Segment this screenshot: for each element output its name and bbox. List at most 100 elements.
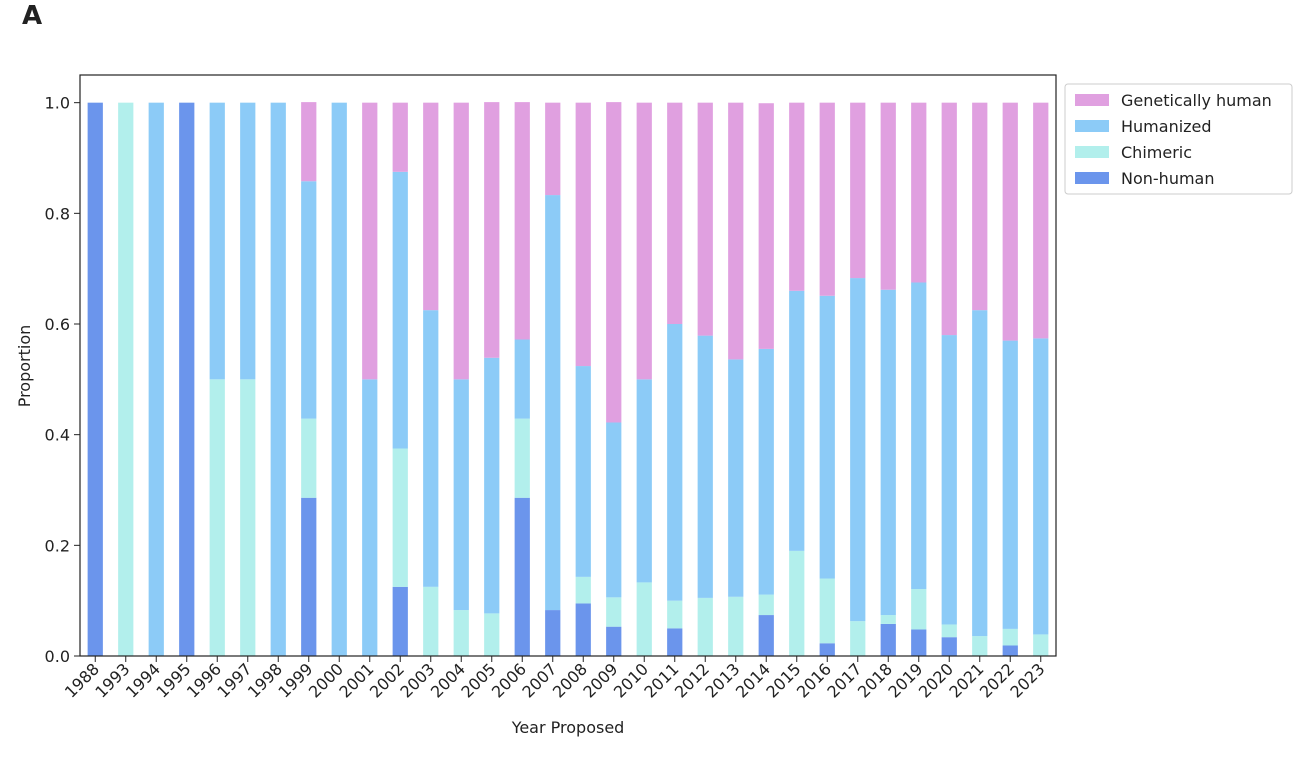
bar-segment [87, 102, 103, 656]
x-tick-label: 1996 [183, 659, 225, 701]
bar-segment [209, 102, 225, 380]
bar-segment [636, 379, 652, 583]
bar-segment [789, 290, 805, 551]
legend-swatch [1075, 172, 1109, 184]
y-tick-label: 0.2 [45, 536, 70, 555]
bar-segment [301, 181, 317, 419]
legend-swatch [1075, 146, 1109, 158]
bar-segment [423, 102, 439, 311]
bar-segment [545, 102, 561, 196]
bar-segment [728, 102, 744, 360]
bar-segment [240, 379, 256, 656]
x-axis-label: Year Proposed [511, 718, 625, 737]
bar-segment [423, 586, 439, 656]
y-axis-label: Proportion [15, 325, 34, 408]
bar-segment [1002, 628, 1018, 646]
x-tick-label: 1993 [91, 659, 133, 701]
x-tick-label: 2011 [640, 659, 682, 701]
x-tick-label: 1999 [274, 659, 316, 701]
bar-segment [911, 282, 927, 590]
bar-segment [819, 578, 835, 644]
bar-segment [514, 418, 530, 498]
bar-segment [606, 102, 622, 423]
bar-segment [1033, 102, 1049, 339]
bar-segment [362, 379, 378, 656]
x-tick-label: 2019 [884, 659, 926, 701]
bar-segment [575, 102, 591, 367]
bar-segment [118, 102, 134, 656]
x-tick-label: 2013 [701, 659, 743, 701]
y-tick-label: 0.8 [45, 204, 70, 223]
bar-segment [911, 589, 927, 630]
bar-segment [575, 576, 591, 604]
x-tick-label: 1994 [122, 659, 164, 701]
x-tick-label: 2012 [671, 659, 713, 701]
x-tick-label: 2017 [823, 659, 865, 701]
bar-segment [911, 629, 927, 656]
bar-segment [667, 324, 683, 601]
legend-box [1064, 83, 1293, 195]
x-tick-label: 1998 [244, 659, 286, 701]
bar-segment [667, 628, 683, 656]
bar-segment [758, 615, 774, 656]
bar-segment [941, 102, 957, 336]
legend-swatch [1075, 120, 1109, 132]
bar-segment [667, 600, 683, 629]
bar-segment [697, 102, 713, 336]
bar-segment [697, 335, 713, 598]
x-tick-label: 2008 [549, 659, 591, 701]
bar-segment [1033, 634, 1049, 656]
bar-segment [667, 102, 683, 325]
bar-segment [148, 102, 164, 656]
bar-segment [606, 422, 622, 598]
bar-segment [880, 289, 896, 616]
bar-segment [941, 637, 957, 656]
bar-segment [392, 586, 408, 656]
bar-segment [392, 171, 408, 449]
bar-segment [392, 448, 408, 587]
x-tick-label: 2015 [762, 659, 804, 701]
bar-segment [514, 497, 530, 656]
bar-segment [301, 418, 317, 498]
legend-label: Chimeric [1121, 143, 1192, 162]
bar-segment [880, 615, 896, 624]
bar-segment [484, 102, 500, 358]
bar-segment [301, 102, 317, 182]
bar-segment [758, 348, 774, 595]
plot-frame [79, 74, 1057, 657]
bar-segment [514, 339, 530, 419]
bar-segment [301, 497, 317, 656]
bar-segment [636, 102, 652, 380]
bar-segment [819, 295, 835, 579]
bar-segment [545, 610, 561, 656]
bar-segment [758, 103, 774, 349]
bar-segment [331, 102, 347, 656]
bar-segment [728, 596, 744, 656]
bar-segment [697, 597, 713, 656]
x-tick-label: 2001 [335, 659, 377, 701]
bar-segment [789, 550, 805, 656]
x-tick-label: 2005 [457, 659, 499, 701]
bar-segment [972, 636, 988, 656]
bar-segment [728, 359, 744, 597]
bar-segment [484, 357, 500, 614]
bar-segment [819, 643, 835, 656]
bar-segment [972, 102, 988, 311]
bar-segment [240, 102, 256, 380]
bar-segment [1033, 338, 1049, 635]
x-tick-label: 1997 [213, 659, 255, 701]
y-tick-label: 1.0 [45, 94, 70, 113]
bar-segment [880, 102, 896, 290]
bar-segment [941, 624, 957, 638]
y-tick-label: 0.4 [45, 426, 70, 445]
bar-segment [514, 102, 530, 340]
x-tick-label: 2021 [945, 659, 987, 701]
x-tick-label: 2018 [854, 659, 896, 701]
x-tick-label: 2004 [427, 659, 469, 701]
x-tick-label: 2002 [366, 659, 408, 701]
bar-segment [1002, 340, 1018, 629]
bar-segment [880, 623, 896, 656]
bar-segment [941, 335, 957, 625]
y-tick-label: 0.0 [45, 647, 70, 666]
